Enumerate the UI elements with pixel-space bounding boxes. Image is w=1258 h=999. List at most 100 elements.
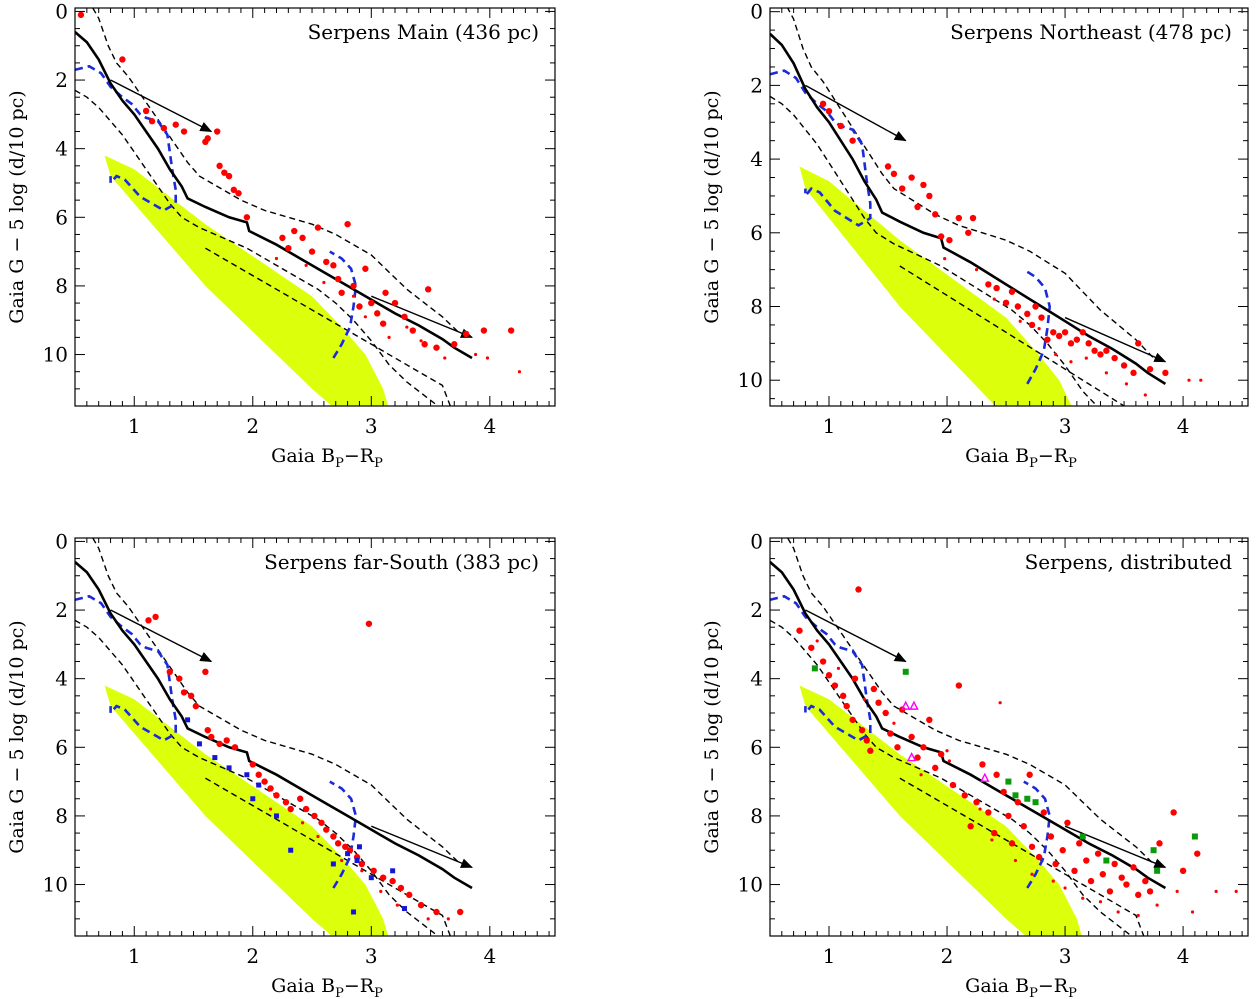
isochrone-lower-dashed (75, 619, 440, 936)
green-square-point (1191, 833, 1198, 840)
member-star-point-small (379, 889, 383, 893)
main-sequence-band (799, 685, 1082, 936)
member-star-point (365, 620, 373, 627)
cmd-panel-2: 1 2 3 4 0 2 4 6 8 10 Serpens Northeast (478 pc) Gai… (701, 0, 1249, 471)
isochrone-upper-dashed (91, 538, 461, 865)
member-star-point-small (974, 268, 979, 272)
member-star-point (837, 122, 845, 130)
x-tick-label: 4 (483, 414, 496, 438)
member-star-point (875, 699, 882, 706)
member-star-point (961, 792, 968, 799)
blue-square-point (368, 875, 374, 881)
x-tick-label: 3 (365, 944, 378, 968)
member-star-point-small (485, 356, 490, 360)
member-star-point (831, 682, 839, 689)
member-star-point-small (443, 356, 447, 360)
y-tick-label: 8 (55, 274, 68, 298)
green-square-point (1032, 799, 1039, 806)
member-star-point-small (815, 639, 819, 643)
x-tick-label: 1 (823, 414, 836, 438)
member-star-point (77, 11, 85, 19)
member-star-point-small (992, 297, 996, 301)
member-star-point (819, 100, 827, 108)
member-star-point (796, 627, 803, 634)
member-star-point-small (1063, 886, 1067, 890)
member-star-point (887, 730, 894, 737)
isochrone-blue-dashed (75, 594, 177, 742)
member-star-point (187, 692, 195, 700)
isochrone-blue-dashed (770, 594, 872, 742)
y-axis-label: Gaia G − 5 log (d/10 pc) (6, 90, 28, 323)
member-star-point (160, 124, 168, 132)
x-tick-label: 3 (1059, 414, 1072, 438)
member-star-point (1179, 867, 1187, 875)
member-star-point (231, 744, 239, 751)
member-star-point (356, 303, 363, 310)
member-star-point (843, 702, 850, 710)
member-star-point (1059, 847, 1066, 854)
member-star-point (406, 891, 413, 899)
member-star-point-small (1175, 889, 1179, 893)
isochrone-blue-dashed-lower (1023, 268, 1052, 385)
blue-square-point (244, 772, 250, 778)
magenta-triangle-point (909, 700, 919, 710)
member-star-point (1032, 303, 1039, 310)
blue-square-point (390, 868, 396, 874)
magenta-triangle-point (980, 772, 990, 782)
member-star-point-small (1084, 356, 1088, 360)
member-star-point-small (1081, 896, 1085, 900)
member-star-point (825, 672, 833, 679)
member-star-point (1103, 347, 1110, 354)
member-star-point (985, 809, 992, 816)
member-star-point (389, 877, 396, 885)
y-axis-label: Gaia G − 5 log (d/10 pc) (701, 90, 723, 323)
isochrone-lowest-dashed (899, 777, 1145, 936)
member-star-point (858, 726, 866, 734)
member-star-point (302, 805, 310, 813)
isochrone-blue-dashed (770, 69, 872, 227)
member-star-point-small (892, 721, 896, 725)
member-star-point (993, 284, 1000, 292)
green-square-point (1012, 792, 1019, 799)
member-star-point-small (446, 917, 450, 921)
member-star-point-small (978, 807, 982, 811)
reddening-vector (805, 609, 907, 663)
member-star-point (946, 236, 953, 244)
member-star-point-small (473, 352, 478, 357)
member-star-point-small (947, 759, 951, 763)
member-star-point (1008, 840, 1016, 847)
member-star-point (421, 341, 428, 348)
plot-frame (769, 537, 1249, 937)
member-star-point (249, 761, 256, 768)
plot-area (75, 8, 522, 406)
member-star-point (1085, 340, 1092, 347)
member-star-point (932, 764, 939, 772)
green-square-point (811, 665, 818, 672)
member-star-point (1083, 857, 1090, 864)
y-tick-label: 4 (55, 137, 68, 161)
member-star-point (1024, 310, 1031, 318)
isochrone-upper-dashed (91, 8, 461, 335)
member-star-point (1052, 860, 1059, 868)
member-star-point (323, 258, 330, 266)
blue-square-point (351, 909, 357, 915)
member-star-point-small (1054, 352, 1058, 357)
member-star-point-small (1098, 900, 1103, 904)
member-star-point-small (945, 749, 949, 753)
member-star-point-small (316, 834, 320, 839)
member-star-point-small (360, 869, 364, 873)
member-star-point (1130, 369, 1137, 377)
x-axis-label: Gaia BP−RP (965, 975, 1077, 999)
member-star-point (148, 118, 156, 125)
member-star-point (1000, 788, 1007, 796)
main-sequence-band (104, 685, 389, 936)
blue-square-point (356, 844, 362, 850)
main-sequence-band (799, 166, 1072, 406)
member-star-point (985, 281, 992, 288)
member-star-point-small (395, 903, 399, 907)
member-star-point (870, 685, 878, 693)
member-star-point (287, 805, 294, 813)
reddening-vector (110, 609, 213, 663)
member-star-point (1097, 351, 1104, 358)
